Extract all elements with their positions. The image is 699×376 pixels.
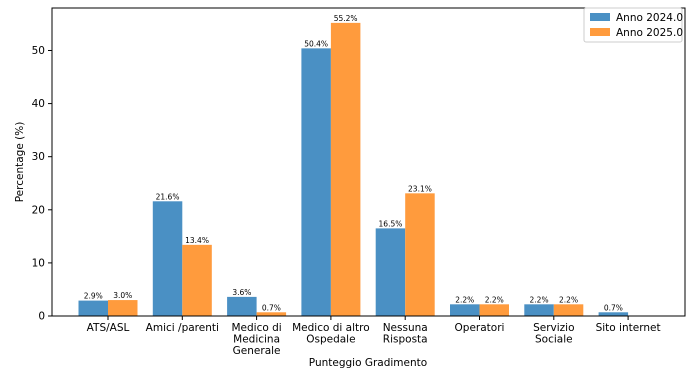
- bar-value-label: 23.1%: [408, 184, 432, 193]
- bar-value-label: 3.6%: [232, 288, 251, 297]
- x-tick-label: ATS/ASL: [87, 322, 130, 334]
- bar-value-label: 2.2%: [485, 295, 504, 304]
- legend-swatch-2025: [590, 28, 610, 36]
- bar-value-label: 2.2%: [559, 295, 578, 304]
- bar-value-label: 55.2%: [334, 14, 358, 23]
- bar: [152, 201, 183, 316]
- bar: [256, 312, 287, 316]
- legend: Anno 2024.0 Anno 2025.0: [583, 7, 683, 43]
- x-axis-label: Punteggio Gradimento: [309, 357, 427, 369]
- bar-value-label: 3.0%: [113, 291, 132, 300]
- x-tick-label: Medico di altro Ospedale: [292, 322, 370, 346]
- x-tick-label: Nessuna Risposta: [383, 322, 428, 346]
- bar: [78, 300, 108, 316]
- bar-value-label: 2.2%: [455, 295, 474, 304]
- bar: [375, 228, 406, 316]
- legend-swatch-2024: [590, 13, 610, 21]
- y-axis: 0 10 20 30 40 50: [32, 45, 52, 323]
- bar: [405, 193, 435, 316]
- bar-value-label: 16.5%: [379, 219, 403, 228]
- y-tick-label: 40: [32, 98, 45, 110]
- bar: [553, 304, 584, 316]
- bar: [598, 312, 629, 316]
- y-tick-label: 0: [38, 311, 45, 323]
- bar-labels-layer: 2.9% 3.0% 21.6% 13.4% 3.6% 0.7% 50.4% 55.2% 16.5…: [84, 14, 623, 312]
- bar-value-label: 2.9%: [84, 292, 103, 301]
- y-tick-label: 10: [32, 257, 45, 269]
- bar: [301, 48, 331, 317]
- y-axis-label: Percentage (%): [14, 122, 26, 203]
- bar: [330, 22, 361, 317]
- x-axis: ATS/ASL Amici /parenti Medico di Medicina Ge…: [87, 316, 661, 357]
- y-tick-label: 30: [32, 151, 45, 163]
- bar: [450, 304, 480, 316]
- bar-value-label: 50.4%: [304, 39, 328, 48]
- x-tick-label: Medico di Medicina Generale: [231, 322, 281, 357]
- bar: [524, 304, 554, 316]
- y-tick-label: 20: [32, 204, 45, 216]
- bar-value-label: 13.4%: [185, 236, 209, 245]
- bar-value-label: 2.2%: [530, 295, 549, 304]
- x-tick-label: Amici /parenti: [146, 322, 219, 334]
- bar-value-label: 0.7%: [604, 303, 623, 312]
- bars-layer: [78, 22, 629, 317]
- plot-frame: [51, 7, 686, 317]
- y-tick-label: 50: [32, 45, 45, 57]
- x-tick-label: Servizio Sociale: [533, 322, 574, 346]
- bar: [108, 300, 138, 316]
- x-tick-label: Operatori: [455, 322, 505, 334]
- legend-label-2024: Anno 2024.0: [616, 12, 683, 24]
- x-tick-label: Sito internet: [596, 322, 661, 334]
- bar: [479, 304, 509, 316]
- bar: [227, 296, 257, 316]
- legend-label-2025: Anno 2025.0: [616, 27, 683, 39]
- bar: [182, 244, 212, 316]
- bar-value-label: 0.7%: [262, 303, 281, 312]
- bar-value-label: 21.6%: [156, 192, 180, 201]
